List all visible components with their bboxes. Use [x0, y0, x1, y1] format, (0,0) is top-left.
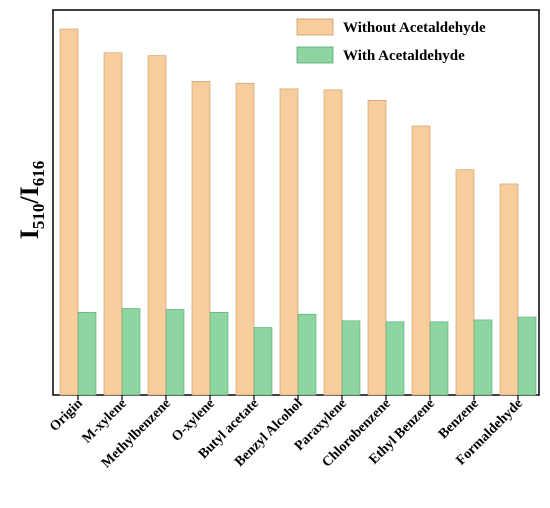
bar-without-acetaldehyde-chlorobenzene: [367, 100, 387, 396]
bar-with-acetaldehyde-ethyl-benzene: [429, 321, 449, 396]
legend-swatch-without-acetaldehyde: [296, 18, 334, 36]
y-axis-label: I510/I616: [15, 161, 48, 239]
bar-with-acetaldehyde-methylbenzene: [165, 309, 185, 396]
bar-without-acetaldehyde-paraxylene: [323, 89, 343, 396]
bar-with-acetaldehyde-chlorobenzene: [385, 321, 405, 396]
legend: Without Acetaldehyde With Acetaldehyde: [296, 18, 486, 64]
bar-without-acetaldehyde-benzyl-alcohol: [279, 88, 299, 396]
bar-without-acetaldehyde-ethyl-benzene: [411, 125, 431, 396]
bar-with-acetaldehyde-benzene: [473, 319, 493, 396]
y-axis-label-sub2: 616: [29, 161, 48, 187]
bar-without-acetaldehyde-m-xylene: [103, 52, 123, 396]
x-tick-label-origin: Origin: [47, 396, 86, 435]
legend-swatch-with-acetaldehyde: [296, 46, 334, 64]
bar-without-acetaldehyde-methylbenzene: [147, 55, 167, 396]
x-ticks-group: [77, 395, 519, 400]
y-axis-label-sep: /I: [15, 186, 44, 204]
bar-without-acetaldehyde-origin: [59, 28, 79, 396]
bar-without-acetaldehyde-benzene: [455, 169, 475, 396]
y-axis-label-base: I: [15, 229, 44, 239]
bar-with-acetaldehyde-benzyl-alcohol: [297, 313, 317, 396]
legend-label-with-acetaldehyde: With Acetaldehyde: [343, 48, 465, 64]
x-tick-labels-group: OriginM-xyleneMethylbenzeneO-xyleneButyl…: [47, 396, 526, 471]
bar-with-acetaldehyde-paraxylene: [341, 320, 361, 396]
bar-with-acetaldehyde-formaldehyde: [517, 316, 537, 396]
y-axis-label-sub1: 510: [29, 204, 48, 230]
bars-group: [59, 28, 537, 396]
bar-without-acetaldehyde-o-xylene: [191, 80, 211, 396]
bar-with-acetaldehyde-butyl-acetate: [253, 327, 273, 396]
bar-without-acetaldehyde-butyl-acetate: [235, 82, 255, 396]
legend-label-without-acetaldehyde: Without Acetaldehyde: [343, 20, 486, 36]
bar-with-acetaldehyde-m-xylene: [121, 308, 141, 396]
bar-without-acetaldehyde-formaldehyde: [499, 183, 519, 396]
bar-with-acetaldehyde-o-xylene: [209, 311, 229, 396]
bar-with-acetaldehyde-origin: [77, 311, 97, 396]
